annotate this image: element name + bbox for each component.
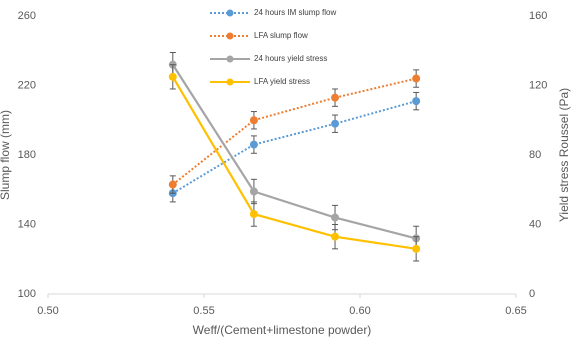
series-line [171, 76, 417, 250]
x-tick-label: 0.55 [193, 305, 214, 317]
legend-marker [226, 32, 234, 40]
point [249, 140, 258, 149]
y-axis-label: Slump flow (mm) [0, 110, 12, 200]
y2-tick-label: 40 [529, 218, 541, 230]
x-tick-label: 0.50 [37, 305, 58, 317]
y-tick-label: 180 [18, 149, 36, 161]
y-tick-label: 220 [18, 79, 36, 91]
x-axis-label: Weff/(Cement+limestone powder) [193, 323, 372, 337]
y2-tick-label: 160 [529, 10, 547, 22]
y2-axis-label: Yield stress Roussel (Pa) [557, 88, 571, 222]
legend-label: 24 hours IM slump flow [254, 8, 336, 17]
point [331, 213, 340, 222]
point [331, 119, 340, 128]
legend-marker [226, 55, 234, 63]
legend-label: LFA yield stress [254, 77, 310, 86]
legend-marker [226, 9, 234, 17]
point [168, 180, 177, 189]
y2-tick-label: 0 [529, 288, 535, 300]
series-line [172, 100, 417, 195]
legend-label: 24 hours yield stress [254, 54, 327, 63]
point [412, 74, 421, 83]
series-line [171, 64, 417, 240]
y-tick-label: 140 [18, 218, 36, 230]
point [412, 244, 421, 253]
series-line [172, 77, 417, 186]
y-tick-label: 100 [18, 288, 36, 300]
point [249, 116, 258, 125]
point [331, 93, 340, 102]
y-tick-label: 260 [18, 10, 36, 22]
point [168, 72, 177, 81]
point [412, 97, 421, 106]
point [331, 232, 340, 241]
x-tick-label: 0.65 [505, 305, 526, 317]
y2-tick-label: 80 [529, 149, 541, 161]
legend-marker [226, 78, 234, 86]
point [249, 187, 258, 196]
point [249, 210, 258, 219]
y2-tick-label: 120 [529, 79, 547, 91]
legend-label: LFA slump flow [254, 31, 308, 40]
x-tick-label: 0.60 [349, 305, 370, 317]
